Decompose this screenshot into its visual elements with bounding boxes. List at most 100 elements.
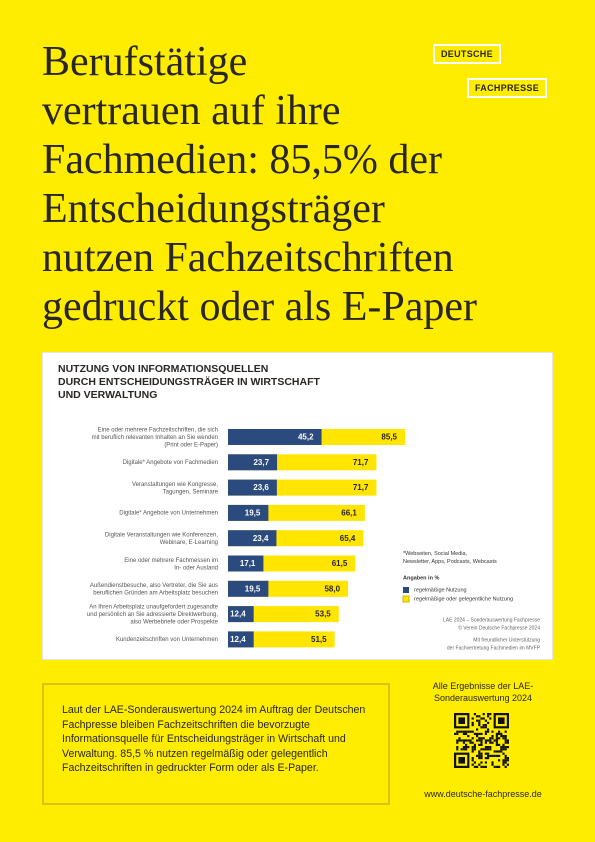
qr-module (471, 748, 474, 751)
qr-module (502, 752, 505, 755)
qr-module (487, 757, 490, 760)
qr-module (456, 741, 459, 744)
qr-module (482, 737, 485, 740)
bar (228, 454, 278, 471)
title-line: vertrauen auf ihre (42, 88, 341, 134)
qr-module (504, 754, 507, 757)
qr-module (465, 746, 468, 749)
bar (228, 580, 269, 597)
qr-module (504, 757, 507, 760)
qr-module (471, 737, 474, 740)
qr-module (480, 726, 483, 729)
qr-module (489, 754, 492, 757)
qr-module (478, 763, 481, 766)
value-label: 19,5 (245, 509, 261, 518)
qr-finder-core (458, 757, 465, 764)
qr-module (495, 737, 498, 740)
qr-module (458, 737, 461, 740)
category-label: Eine oder mehrere Fachmessen im In- oder … (124, 557, 218, 571)
bar (228, 479, 277, 496)
qr-module (500, 748, 503, 751)
qr-module (480, 748, 483, 751)
qr-module (469, 739, 472, 742)
qr-module (498, 732, 501, 735)
qr-module (489, 746, 492, 749)
value-label: 71,7 (353, 458, 369, 467)
qr-module (495, 750, 498, 753)
source-line: der Fachvertretung Fachmedien im MVFP (447, 645, 541, 651)
qr-module (478, 721, 481, 724)
qr-module (504, 735, 507, 738)
footnote: *Webseiten, Social Media, Newsletter, App… (403, 551, 497, 565)
qr-finder-core (498, 717, 505, 724)
qr-module (480, 743, 483, 746)
qr-module (502, 737, 505, 740)
qr-module (480, 739, 483, 742)
qr-module (484, 748, 487, 751)
qr-module (478, 752, 481, 755)
qr-module (495, 732, 498, 735)
qr-module (480, 741, 483, 744)
qr-module (500, 732, 503, 735)
qr-module (487, 746, 490, 749)
qr-module (469, 741, 472, 744)
qr-module (471, 730, 474, 733)
qr-module (465, 748, 468, 751)
qr-module (484, 752, 487, 755)
qr-module (495, 735, 498, 738)
qr-module (462, 730, 465, 733)
qr-module (484, 732, 487, 735)
qr-module (456, 748, 459, 751)
qr-module (491, 735, 494, 738)
qr-module (478, 757, 481, 760)
qr-module (478, 737, 481, 740)
qr-module (495, 754, 498, 757)
qr-module (465, 739, 468, 742)
qr-module (462, 748, 465, 751)
category-label: Eine oder mehrere Fachzeitschriften, die… (92, 427, 218, 448)
bar (228, 631, 254, 648)
value-label: 71,7 (353, 483, 369, 492)
qr-module (465, 743, 468, 746)
value-label: 12,4 (230, 610, 246, 619)
source-line: © Verein Deutsche Fachpresse 2024 (458, 624, 540, 631)
qr-module (476, 719, 479, 722)
qr-finder (493, 713, 510, 729)
qr-module (476, 735, 479, 738)
qr-module (456, 739, 459, 742)
value-label: 23,4 (253, 534, 269, 543)
qr-module (478, 719, 481, 722)
qr-module (462, 746, 465, 749)
value-label: 66,1 (341, 509, 357, 518)
qr-module (476, 732, 479, 735)
qr-module (502, 743, 505, 746)
qr-module (456, 746, 459, 749)
qr-module (458, 730, 461, 733)
qr-module (473, 732, 476, 735)
legend-title: Angaben in % (403, 575, 439, 581)
qr-module (502, 746, 505, 749)
title-line: nutzen Fachzeitschriften (42, 235, 454, 281)
qr-module (456, 730, 459, 733)
qr-module (491, 730, 494, 733)
value-label: 53,5 (315, 610, 331, 619)
qr-module (484, 719, 487, 722)
qr-module (460, 739, 463, 742)
qr-module (480, 765, 483, 768)
qr-module (489, 748, 492, 751)
qr-module (498, 737, 501, 740)
value-label: 58,0 (324, 584, 340, 593)
qr-module (487, 713, 490, 716)
title-line: gedruckt oder als E-Paper (42, 284, 477, 330)
qr-module (476, 739, 479, 742)
category-label: Veranstaltungen wie Kongresse, Tagungen, … (132, 481, 219, 495)
qr-module (482, 748, 485, 751)
qr-module (484, 757, 487, 760)
qr-module (482, 713, 485, 716)
title-line: Entscheidungsträger (42, 186, 385, 232)
bar (228, 504, 269, 521)
qr-module (471, 763, 474, 766)
qr-module (480, 737, 483, 740)
qr-module (480, 752, 483, 755)
qr-module (478, 743, 481, 746)
